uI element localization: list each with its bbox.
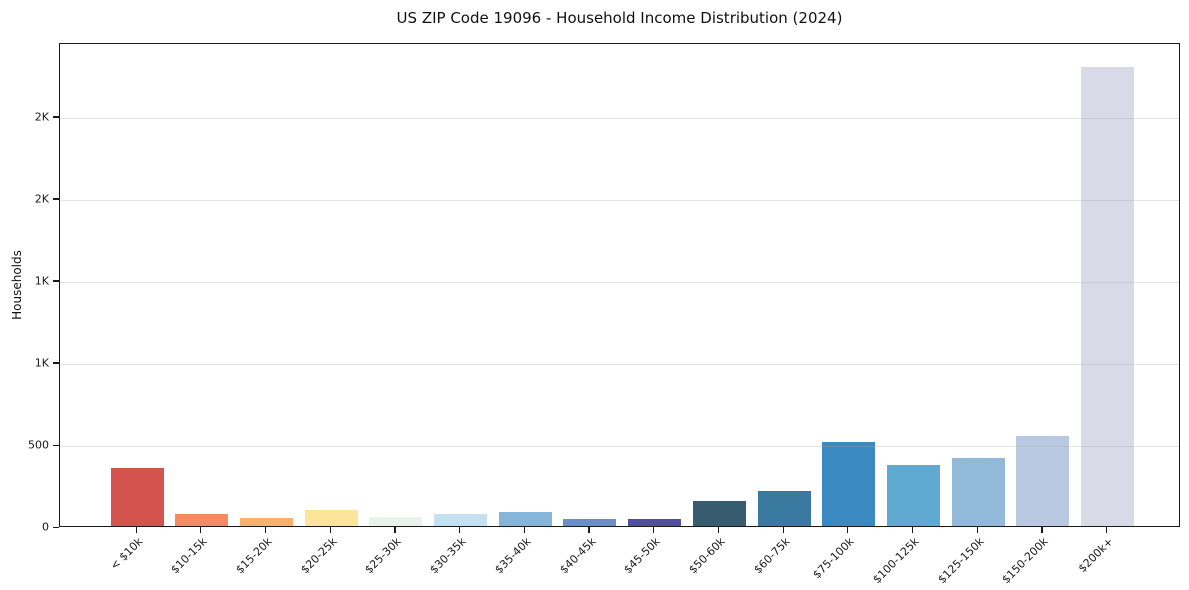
x-tick-label: $150-200k [999,535,1052,587]
x-tick-label: $40-45k [556,535,599,577]
x-tick [135,527,137,533]
x-tick-label: $10-15k [168,535,210,577]
bar [369,517,423,526]
plot-area [59,43,1180,527]
y-tick [53,116,59,118]
y-axis-label: Households [10,250,24,320]
x-tick [264,527,267,533]
bar [951,457,1005,526]
x-tick [1041,527,1043,533]
y-tick-label: 0 [42,520,49,534]
x-tick-label: $100-125k [870,535,922,587]
x-tick-label: $15-20k [233,535,275,577]
gridline [60,446,1179,447]
x-tick [976,527,978,533]
y-tick-label: 500 [28,438,49,452]
x-tick [329,527,331,533]
bar [628,519,682,526]
bar [498,511,552,526]
bar [239,518,293,526]
x-tick [717,527,720,533]
bar [563,518,617,526]
gridline [60,199,1179,201]
chart-title: US ZIP Code 19096 - Household Income Dis… [396,9,843,27]
y-tick [53,526,59,528]
y-tick-label: 1K [34,356,49,370]
x-tick-label: $25-30k [362,535,405,577]
gridline [60,281,1179,283]
bar [434,513,487,526]
x-tick [394,527,396,533]
x-tick-label: < $10k [107,535,146,573]
x-tick [588,527,590,533]
x-tick [911,527,914,533]
x-tick-label: $45-50k [621,535,663,577]
x-tick [847,527,849,533]
bar [1016,435,1070,526]
y-tick [53,280,59,282]
bar [692,501,746,526]
y-tick [53,198,59,200]
x-tick [523,527,525,533]
x-tick-label: $20-25k [298,535,340,577]
x-tick-label: $200k+ [1075,535,1116,576]
x-tick-label: $75-100k [810,535,857,582]
x-tick [200,527,202,533]
gridline [60,117,1179,119]
x-tick-label: $50-60k [686,535,728,577]
y-tick-label: 2K [34,192,49,206]
y-tick [53,362,59,364]
x-tick [653,527,655,533]
x-tick-label: $125-150k [935,535,987,587]
bar [886,465,940,526]
y-tick-label: 1K [34,274,49,288]
bar [822,442,876,526]
bar [1081,66,1134,526]
x-tick [459,527,461,533]
bar [110,467,164,526]
x-tick [782,527,784,533]
x-tick-label: $30-35k [427,535,469,577]
y-tick [53,444,59,446]
x-tick-label: $60-75k [750,535,793,577]
y-tick-label: 2K [34,110,49,124]
bar [175,514,229,526]
x-tick [1106,527,1108,533]
gridline [60,363,1179,365]
x-tick-label: $35-40k [492,535,534,577]
bar [757,490,811,526]
bar [304,509,358,526]
